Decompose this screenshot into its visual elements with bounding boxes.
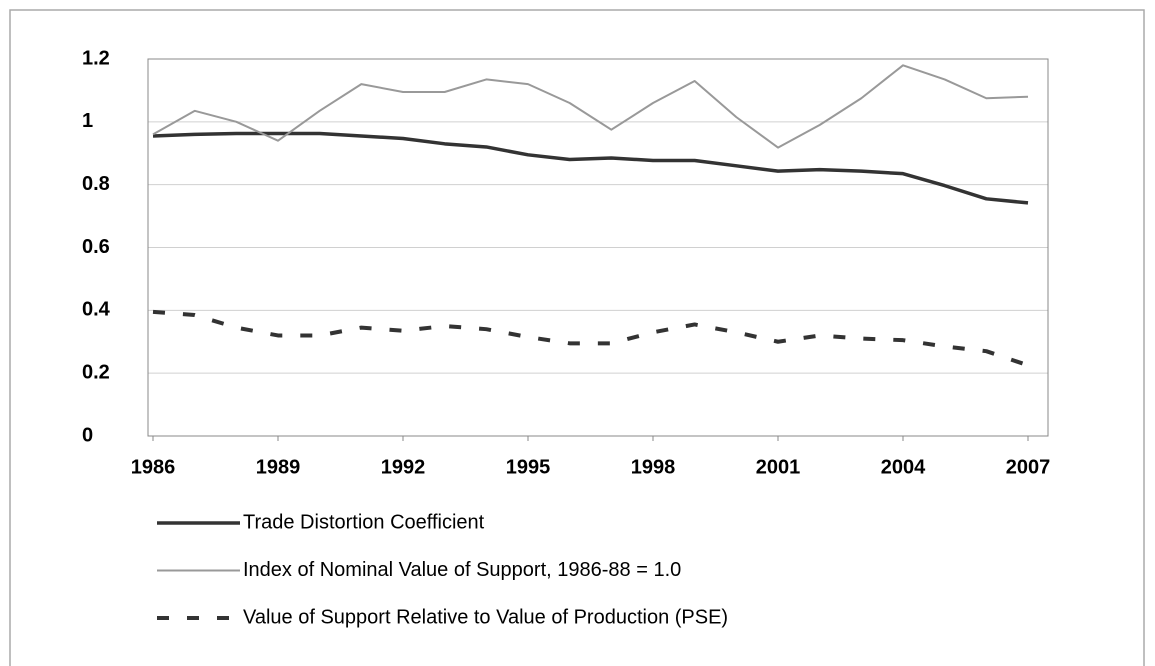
y-tick-label: 0.2 [82, 361, 110, 383]
x-tick-label: 1986 [131, 456, 176, 478]
legend-label: Index of Nominal Value of Support, 1986-… [243, 559, 681, 581]
y-tick-label: 0.8 [82, 173, 110, 195]
y-tick-label: 0 [82, 424, 93, 446]
lines [152, 64, 1029, 368]
y-tick-label: 0.6 [82, 236, 110, 258]
labels: 0 0.2 0.4 0.6 0.8 1 1.2 1986 1989 1992 1995 1998 200… [82, 47, 1050, 628]
grid [148, 58, 1048, 441]
x-tick-label: 2004 [881, 456, 926, 478]
y-tick-label: 1.2 [82, 47, 110, 69]
x-tick-label: 1995 [506, 456, 551, 478]
y-tick-label: 0.4 [82, 299, 111, 321]
legend-label: Trade Distortion Coefficient [243, 511, 485, 533]
x-tick-label: 2007 [1006, 456, 1051, 478]
series-line [152, 309, 1029, 368]
chart-frame [9, 9, 1145, 666]
plot-area [147, 58, 1049, 437]
legend-label: Value of Support Relative to Value of Pr… [243, 606, 728, 628]
series-line [152, 64, 1029, 149]
y-tick-label: 1 [82, 110, 93, 132]
series-line [152, 131, 1029, 205]
x-tick-label: 1992 [381, 456, 426, 478]
x-tick-label: 1989 [256, 456, 301, 478]
x-tick-label: 2001 [756, 456, 801, 478]
x-tick-label: 1998 [631, 456, 676, 478]
